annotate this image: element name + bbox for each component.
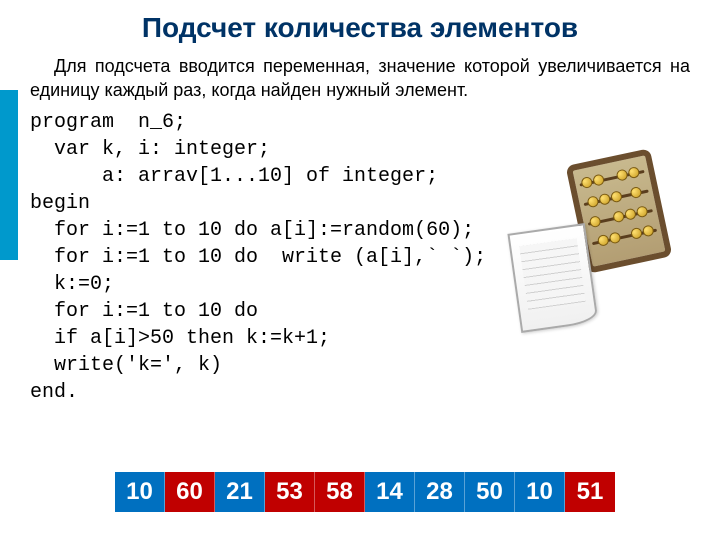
abacus-illustration <box>520 150 670 340</box>
num-cell: 28 <box>415 472 465 512</box>
code-line: program n_6; <box>30 111 186 134</box>
num-cell: 10 <box>515 472 565 512</box>
num-cell: 58 <box>315 472 365 512</box>
code-line: k:=0; <box>30 273 114 296</box>
num-cell: 51 <box>565 472 615 512</box>
code-line: for i:=1 to 10 do write (a[i],` `); <box>30 246 486 269</box>
numbers-row: 10 60 21 53 58 14 28 50 10 51 <box>115 472 615 512</box>
num-cell: 10 <box>115 472 165 512</box>
code-line: if a[i]>50 then k:=k+1; <box>30 327 330 350</box>
num-cell: 60 <box>165 472 215 512</box>
code-line: for i:=1 to 10 do a[i]:=random(60); <box>30 219 474 242</box>
code-line: var k, i: integer; <box>30 138 270 161</box>
code-line: for i:=1 to 10 do <box>30 300 258 323</box>
num-cell: 50 <box>465 472 515 512</box>
num-cell: 53 <box>265 472 315 512</box>
accent-bar <box>0 90 18 260</box>
code-line: end. <box>30 381 78 404</box>
num-cell: 14 <box>365 472 415 512</box>
slide-title: Подсчет количества элементов <box>30 12 690 44</box>
code-line: write('k=', k) <box>30 354 222 377</box>
num-cell: 21 <box>215 472 265 512</box>
code-line: begin <box>30 192 90 215</box>
slide-description: Для подсчета вводится переменная, значен… <box>30 54 690 103</box>
code-line: a: arrav[1...10] of integer; <box>30 165 438 188</box>
